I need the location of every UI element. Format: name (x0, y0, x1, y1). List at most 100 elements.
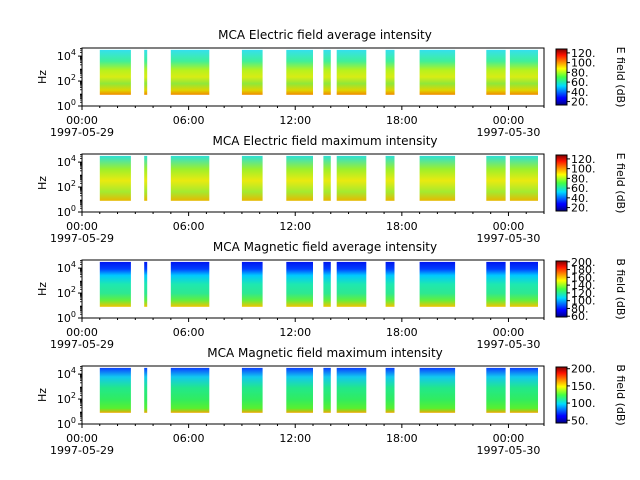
data-segment (286, 49, 313, 95)
data-segment (323, 155, 331, 201)
colorbar-tick-label: 120. (571, 47, 596, 60)
data-segment (286, 367, 313, 413)
y-axis-label: Hz (36, 388, 49, 402)
panel-4: MCA Magnetic field maximum intensity 100 1… (36, 346, 627, 457)
y-tick-label: 100 (57, 416, 76, 431)
y-axis-label: Hz (36, 282, 49, 296)
data-segment (323, 261, 331, 307)
x-tick-label: 06:00 (173, 432, 205, 445)
y-tick-label: 102 (57, 285, 76, 300)
colorbar-tick-label: 200. (571, 256, 596, 269)
colorbar-tick-label: 120. (571, 287, 596, 300)
colorbar-tick-label: 50. (571, 414, 589, 427)
data-segment (419, 49, 456, 95)
data-segment (144, 261, 148, 307)
colorbar-tick-label: 150. (571, 380, 596, 393)
colorbar-tick-label: 100. (571, 163, 596, 176)
x-tick-label: 00:00 (66, 114, 98, 127)
data-segment (419, 155, 456, 201)
x-tick-label: 00:00 (66, 326, 98, 339)
data-segment (99, 155, 131, 201)
colorbar-tick-label: 100. (571, 57, 596, 70)
y-tick-label: 102 (57, 73, 76, 88)
colorbar-tick-label: 100. (571, 397, 596, 410)
x-tick-label: 06:00 (173, 220, 205, 233)
colorbar-frame (555, 48, 568, 106)
panel-title: MCA Magnetic field average intensity (213, 240, 437, 254)
data-segment (170, 155, 210, 201)
data-segment (170, 261, 210, 307)
colorbar-tick-label: 40. (571, 86, 589, 99)
data-segment (144, 49, 148, 95)
data-segment (144, 155, 148, 201)
y-tick-label: 102 (57, 391, 76, 406)
x-tick-label: 18:00 (386, 432, 418, 445)
data-segment (336, 367, 367, 413)
colorbar-label: E field (dB) (614, 47, 627, 108)
data-segment (99, 49, 131, 95)
data-segment (486, 367, 506, 413)
x-date-label: 1997-05-29 (50, 232, 114, 245)
colorbar-tick-label: 120. (571, 153, 596, 166)
colorbar-tick-label: 80. (571, 302, 589, 315)
data-segment (99, 261, 131, 307)
data-segment (241, 49, 263, 95)
colorbar-tick-label: 80. (571, 172, 589, 185)
colorbar-tick-label: 60. (571, 310, 589, 323)
data-segment (323, 49, 331, 95)
colorbar-tick-label: 80. (571, 66, 589, 79)
data-segment (486, 155, 506, 201)
panel-title: MCA Magnetic field maximum intensity (207, 346, 443, 360)
x-tick-label: 06:00 (173, 114, 205, 127)
x-tick-label: 12:00 (279, 432, 311, 445)
y-tick-label: 104 (57, 154, 76, 169)
x-tick-label: 18:00 (386, 220, 418, 233)
data-segment (385, 367, 395, 413)
colorbar-frame (555, 366, 568, 424)
colorbar-label: B field (dB) (614, 258, 627, 319)
data-segment (170, 49, 210, 95)
x-date-label: 1997-05-29 (50, 444, 114, 457)
data-segment (144, 367, 148, 413)
colorbar-tick-label: 160. (571, 271, 596, 284)
y-tick-label: 104 (57, 48, 76, 63)
data-segment (385, 261, 395, 307)
colorbar-tick-label: 20. (571, 96, 589, 109)
data-segment (419, 261, 456, 307)
x-tick-label: 18:00 (386, 114, 418, 127)
colorbar-tick-label: 20. (571, 202, 589, 215)
data-segment (241, 155, 263, 201)
data-segment (509, 155, 538, 201)
y-tick-label: 100 (57, 204, 76, 219)
x-date-label: 1997-05-29 (50, 338, 114, 351)
x-date-label: 1997-05-30 (476, 338, 540, 351)
colorbar (556, 367, 567, 423)
x-tick-label: 00:00 (493, 220, 525, 233)
data-segment (99, 367, 131, 413)
data-segment (336, 155, 367, 201)
x-tick-label: 12:00 (279, 220, 311, 233)
data-segment (385, 155, 395, 201)
x-date-label: 1997-05-30 (476, 444, 540, 457)
x-tick-label: 00:00 (66, 220, 98, 233)
panel-title: MCA Electric field average intensity (218, 28, 432, 42)
x-tick-label: 00:00 (66, 432, 98, 445)
panel-title: MCA Electric field maximum intensity (212, 134, 437, 148)
y-tick-label: 104 (57, 366, 76, 381)
x-date-label: 1997-05-30 (476, 126, 540, 139)
data-segment (170, 367, 210, 413)
colorbar-tick-label: 60. (571, 76, 589, 89)
colorbar-tick-label: 60. (571, 182, 589, 195)
y-tick-label: 102 (57, 179, 76, 194)
data-segment (509, 367, 538, 413)
y-axis-label: Hz (36, 70, 49, 84)
panel-2: MCA Electric field maximum intensity 100 1… (36, 134, 627, 245)
data-segment (336, 49, 367, 95)
panel-3: MCA Magnetic field average intensity 100 1… (36, 240, 627, 351)
x-tick-label: 12:00 (279, 114, 311, 127)
data-segment (241, 367, 263, 413)
colorbar (556, 155, 567, 211)
colorbar-tick-label: 140. (571, 279, 596, 292)
y-tick-label: 100 (57, 310, 76, 325)
data-segment (286, 261, 313, 307)
